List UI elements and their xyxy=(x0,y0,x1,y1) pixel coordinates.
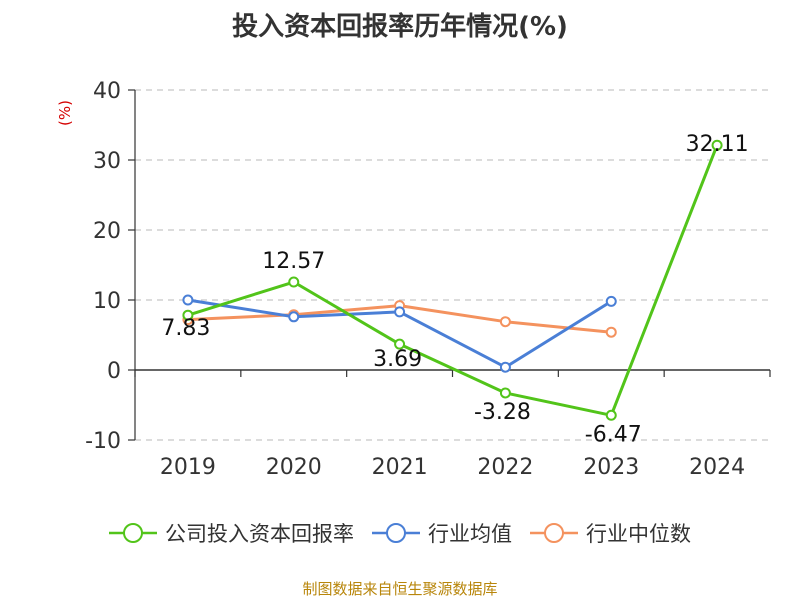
legend-marker-company xyxy=(109,523,157,543)
data-point-series-1[interactable] xyxy=(499,361,511,373)
y-tick-label: 30 xyxy=(93,149,121,174)
y-tick-label: 10 xyxy=(93,289,121,314)
grid-lines xyxy=(135,89,770,441)
x-tick-label: 2024 xyxy=(689,455,745,480)
data-point-series-0[interactable] xyxy=(394,338,406,350)
data-point-series-1[interactable] xyxy=(394,306,406,318)
legend: 公司投入资本回报率 行业均值 行业中位数 xyxy=(0,518,800,548)
x-tick-label: 2022 xyxy=(477,455,533,480)
data-point-series-0[interactable] xyxy=(182,309,194,321)
data-point-series-1[interactable] xyxy=(182,294,194,306)
data-label: 32.11 xyxy=(686,132,749,157)
legend-label-company: 公司投入资本回报率 xyxy=(165,522,354,546)
data-point-series-0[interactable] xyxy=(711,139,723,151)
axes: -10 0 10 20 30 40 2019 2020 2021 2022 2023 2024 xyxy=(85,79,771,480)
data-point-series-0[interactable] xyxy=(499,387,511,399)
data-label: -6.47 xyxy=(585,422,642,447)
data-label: 12.57 xyxy=(262,249,325,274)
chart-title: 投入资本回报率历年情况(%) xyxy=(232,12,568,42)
legend-label-industry-median: 行业中位数 xyxy=(586,522,691,546)
data-labels: 7.83 12.57 3.69 -3.28 -6.47 32.11 xyxy=(161,132,748,447)
x-tick-label: 2021 xyxy=(372,455,428,480)
data-point-series-1[interactable] xyxy=(605,295,617,307)
data-point-series-0[interactable] xyxy=(605,409,617,421)
legend-item-industry-mean[interactable]: 行业均值 xyxy=(372,518,512,548)
data-point-series-0[interactable] xyxy=(288,276,300,288)
data-point-series-1[interactable] xyxy=(288,311,300,323)
series-lines xyxy=(182,139,723,421)
y-tick-label: -10 xyxy=(85,429,121,454)
legend-marker-industry-mean xyxy=(372,523,420,543)
x-tick-label: 2019 xyxy=(160,455,216,480)
x-tick-label: 2020 xyxy=(266,455,322,480)
data-source: 制图数据来自恒生聚源数据库 xyxy=(302,580,498,598)
y-tick-label: 40 xyxy=(93,79,121,104)
y-tick-label: 20 xyxy=(93,219,121,244)
data-label: 3.69 xyxy=(373,347,422,372)
data-label: -3.28 xyxy=(474,400,531,425)
series-line-0 xyxy=(187,144,719,417)
legend-marker-industry-median xyxy=(530,523,578,543)
data-label: 7.83 xyxy=(161,316,210,341)
legend-label-industry-mean: 行业均值 xyxy=(428,522,512,546)
y-tick-label: 0 xyxy=(107,359,121,384)
x-tick-label: 2023 xyxy=(583,455,639,480)
legend-item-company[interactable]: 公司投入资本回报率 xyxy=(109,518,354,548)
data-point-series-2[interactable] xyxy=(499,316,511,328)
legend-item-industry-median[interactable]: 行业中位数 xyxy=(530,518,691,548)
data-point-series-2[interactable] xyxy=(605,326,617,338)
